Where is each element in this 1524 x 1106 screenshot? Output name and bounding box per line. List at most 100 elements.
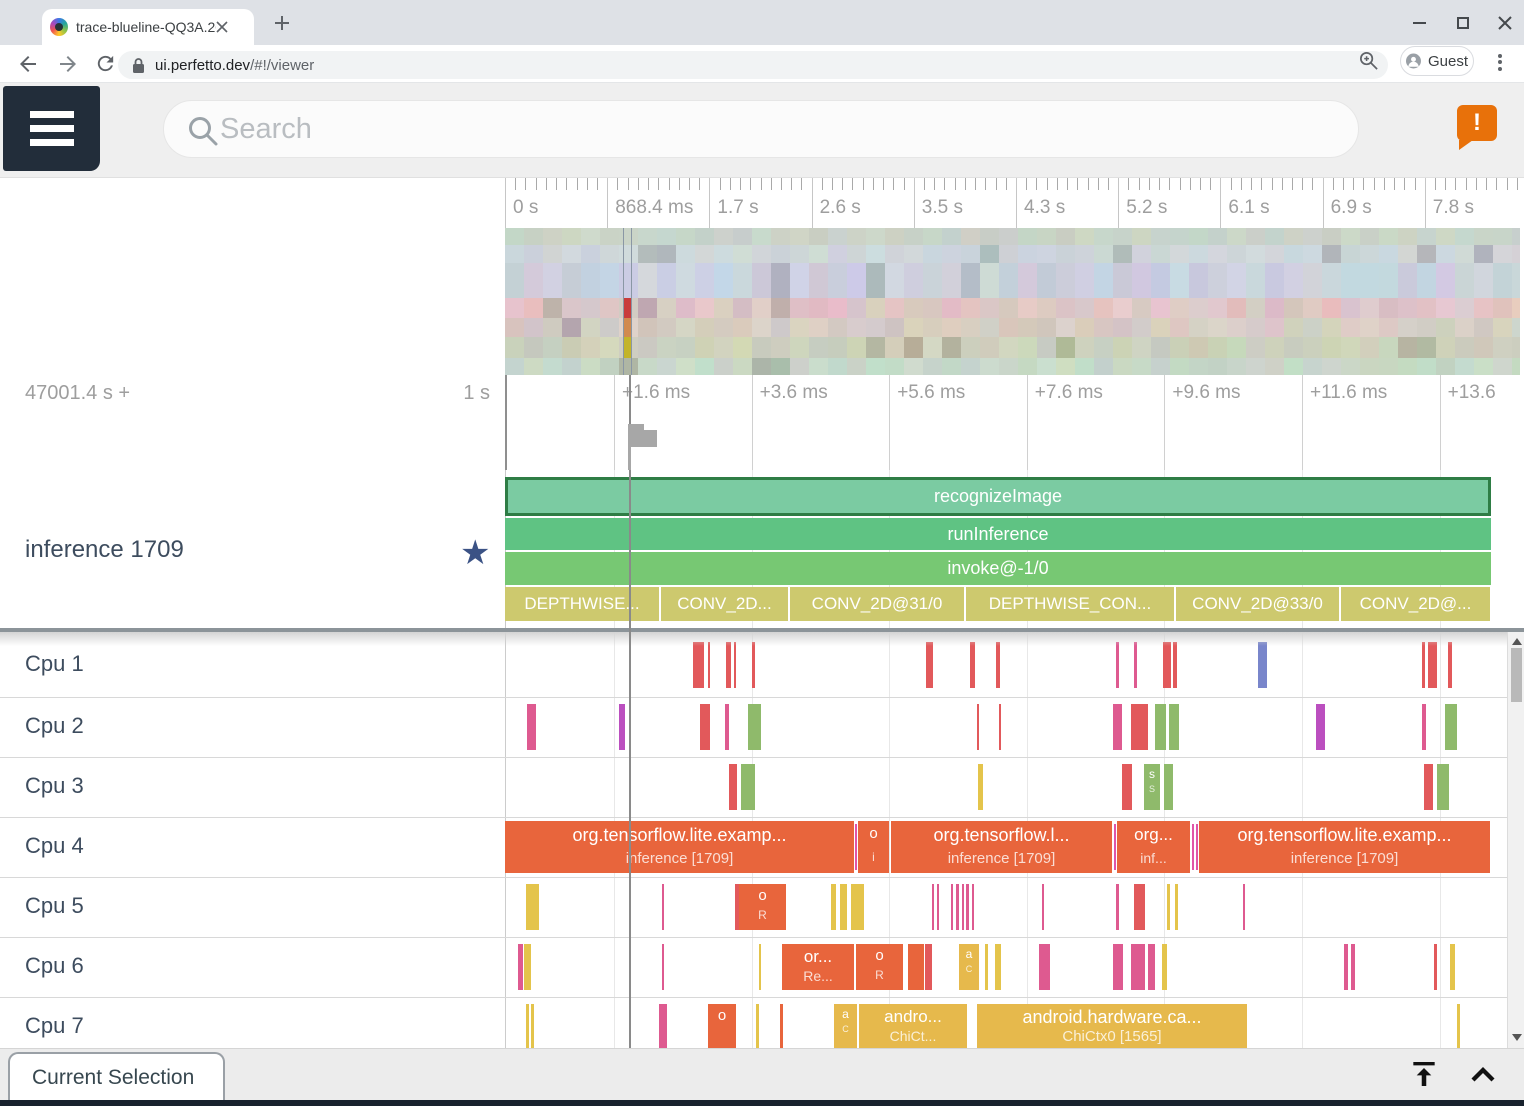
window-close-button[interactable] [1494,12,1516,34]
cpu-slice[interactable] [937,884,939,930]
cpu-slice[interactable]: org.tensorflow.lite.examp... inference [1… [1199,821,1490,873]
cpu-slice[interactable] [518,944,523,990]
address-bar[interactable]: ui.perfetto.dev/#!/viewer [118,51,1388,79]
window-maximize-button[interactable] [1452,12,1474,34]
cpu-slice[interactable] [1167,884,1170,930]
cpu-slice[interactable] [1428,641,1437,688]
cpu-slice[interactable] [978,764,983,810]
cpu-slice[interactable] [1122,764,1132,810]
cpu-slice[interactable]: org.tensorflow.lite.examp... inference [1… [505,821,854,873]
cpu-slice[interactable] [1192,824,1194,870]
scroll-down-arrow[interactable] [1512,1034,1522,1041]
cpu-slice[interactable] [1113,944,1123,990]
cpu-slice[interactable] [1196,824,1198,870]
browser-tab[interactable]: trace-blueline-QQ3A.200805 [42,9,254,45]
cpu-slice[interactable] [1457,1004,1460,1048]
new-tab-button[interactable] [272,13,292,33]
cpu-slice[interactable] [1113,704,1122,750]
cpu-slice[interactable] [735,884,739,930]
cpu-slice[interactable] [1422,641,1425,688]
current-selection-tab[interactable]: Current Selection [8,1052,225,1101]
cpu-slice[interactable] [1351,944,1355,990]
error-notification-icon[interactable]: ! [1457,105,1497,150]
cpu-slice[interactable] [1434,944,1437,990]
cpu-slice[interactable] [725,704,729,750]
cpu-slice[interactable] [1155,704,1166,750]
cpu-slice[interactable] [659,1004,667,1048]
cpu-slice[interactable] [977,704,979,750]
zoom-page-icon[interactable] [1358,50,1379,71]
cpu-slice[interactable] [1042,884,1044,930]
cpu-slice[interactable] [1424,764,1433,810]
flag-icon[interactable] [628,424,644,447]
cpu-slice[interactable] [662,884,664,930]
cpu-slice[interactable] [752,641,755,688]
cpu-slice[interactable] [726,641,731,688]
cpu-slice[interactable] [1445,704,1457,750]
cpu-slice[interactable] [708,641,710,688]
window-minimize-button[interactable] [1408,12,1430,34]
minimap-viewport-left[interactable] [623,228,624,375]
pinned-tracks-divider[interactable] [0,628,1524,632]
cpu-slice[interactable] [1173,641,1177,688]
cpu-slice[interactable] [619,704,625,750]
vertical-scrollbar[interactable] [1507,632,1524,1048]
cpu-slice[interactable] [951,884,953,930]
cpu-slice[interactable] [1175,884,1178,930]
expand-panel-chevron-icon[interactable] [1468,1062,1498,1088]
reload-button[interactable] [94,52,117,75]
profile-button[interactable]: Guest [1400,46,1474,76]
slice[interactable]: CONV_2D@... [1341,587,1490,621]
slice[interactable]: DEPTHWISE... [505,587,659,621]
slice[interactable]: CONV_2D... [661,587,788,621]
cpu-slice[interactable] [1169,704,1179,750]
search-input[interactable] [220,112,1220,146]
cpu-slice[interactable] [1437,764,1449,810]
cpu-slice[interactable] [700,704,710,750]
slice[interactable]: recognizeImage [505,477,1491,516]
scrollbar-thumb[interactable] [1510,648,1522,702]
cpu-slice[interactable] [855,824,857,870]
detail-ruler[interactable]: 47001.4 s + 1 s +1.6 ms +3.6 ms +5.6 ms +7.… [0,375,1524,470]
cpu-slice[interactable]: andro... ChiCt... [859,1004,967,1048]
slice[interactable]: invoke@-1/0 [505,552,1491,585]
minimap-viewport-right[interactable] [631,228,632,375]
cpu-slice[interactable] [1422,704,1426,750]
cpu-slice[interactable] [1134,884,1145,930]
cpu-slice[interactable] [1344,944,1348,990]
cpu-slice[interactable] [1164,764,1173,810]
cpu-slice[interactable] [925,944,932,990]
cpu-slice[interactable]: org.tensorflow.l... inference [1709] [891,821,1112,873]
cpu-slice[interactable] [996,641,1000,688]
cpu-slice[interactable] [526,884,539,930]
cpu-slice[interactable] [729,764,737,810]
cpu-slice[interactable] [999,704,1001,750]
slice[interactable]: DEPTHWISE_CON... [966,587,1174,621]
cpu-slice[interactable] [962,884,964,930]
cpu-slice[interactable] [966,884,969,930]
cpu-slice[interactable] [1116,641,1119,688]
forward-button[interactable] [56,52,80,76]
pin-track-star-icon[interactable]: ★ [460,534,491,572]
slice[interactable]: CONV_2D@31/0 [790,587,964,621]
cpu-slice[interactable] [780,1004,783,1048]
cpu-slice[interactable] [995,944,1001,990]
cpu-slice[interactable] [524,944,531,990]
slice[interactable]: runInference [505,518,1491,550]
cpu-slice[interactable] [1148,944,1155,990]
cpu-slice[interactable] [741,764,755,810]
tab-close-icon[interactable] [216,21,228,33]
cpu-slice[interactable] [831,884,836,930]
cpu-slice[interactable] [1448,641,1452,688]
cpu-slice[interactable]: org... inf... [1117,821,1190,873]
cpu-slice[interactable] [1243,884,1245,930]
cpu-slice[interactable] [908,944,924,990]
cpu-slice[interactable] [926,641,933,688]
cpu-slice[interactable] [693,641,704,688]
cpu-slice[interactable] [1163,641,1171,688]
cpu-slice[interactable] [972,884,974,930]
timeline-ruler[interactable]: 0 s 868.4 ms 1.7 s 2.6 s 3.5 s 4.3 s 5.2 s 6.1 … [0,178,1524,228]
